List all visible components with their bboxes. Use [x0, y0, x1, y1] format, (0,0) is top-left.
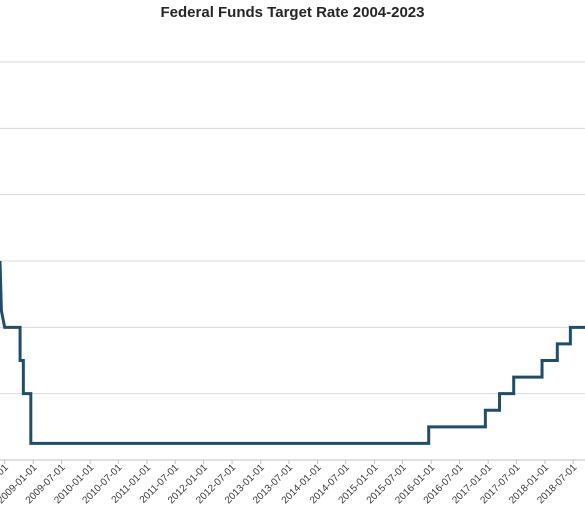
x-axis-tick-labels: 2008-07-012009-01-012009-07-012010-01-01… — [0, 460, 580, 506]
series-line — [0, 260, 585, 445]
gridlines — [0, 61, 585, 461]
chart-title: Federal Funds Target Rate 2004-2023 — [160, 4, 425, 21]
